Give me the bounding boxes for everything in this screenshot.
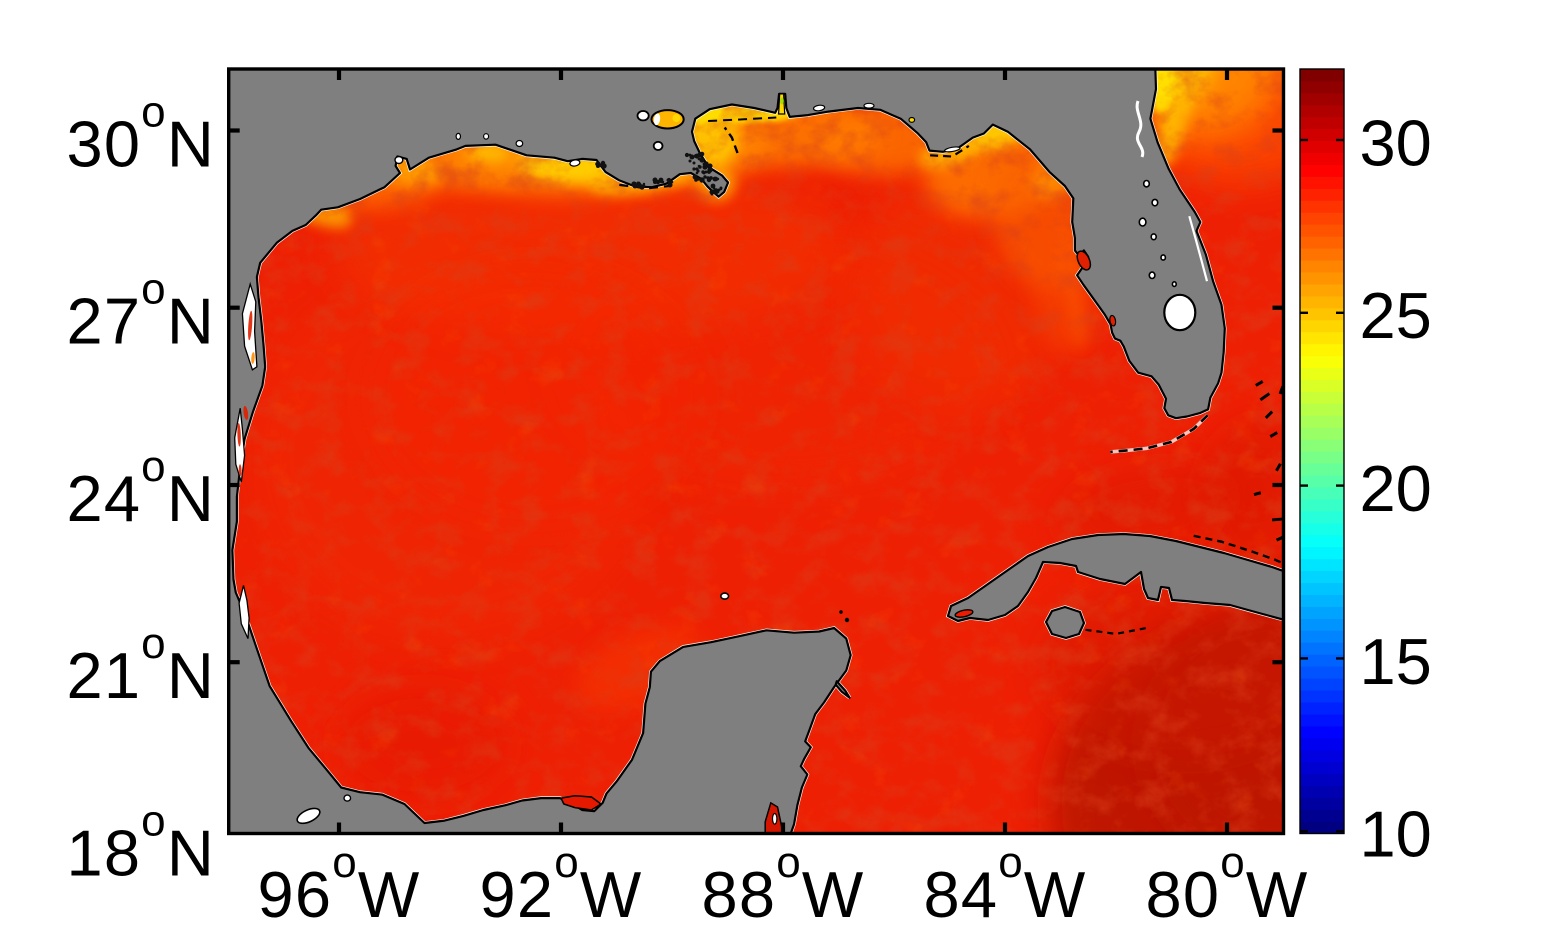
svg-text:30: 30 (1360, 106, 1432, 179)
svg-text:10: 10 (1360, 798, 1432, 871)
svg-text:15: 15 (1360, 625, 1432, 698)
svg-text:20: 20 (1360, 452, 1432, 525)
svg-text:25: 25 (1360, 279, 1432, 352)
svg-text:21oN: 21oN (66, 619, 215, 712)
